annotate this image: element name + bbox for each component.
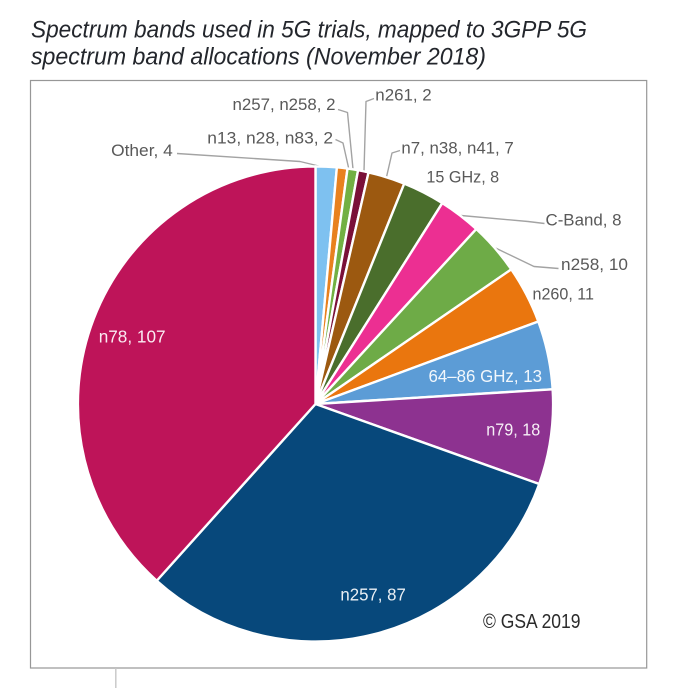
svg-text:Other, 4: Other, 4 <box>111 141 173 160</box>
svg-text:© GSA 2019: © GSA 2019 <box>483 610 581 633</box>
svg-text:n13, n28, n83, 2: n13, n28, n83, 2 <box>207 129 333 148</box>
svg-text:Spectrum bands used in 5G tria: Spectrum bands used in 5G trials, mapped… <box>31 16 587 43</box>
svg-text:n79, 18: n79, 18 <box>486 419 540 439</box>
svg-text:n257, n258, 2: n257, n258, 2 <box>233 95 336 114</box>
svg-text:n78, 107: n78, 107 <box>99 326 166 346</box>
svg-text:15 GHz, 8: 15 GHz, 8 <box>426 168 499 187</box>
svg-text:n7, n38, n41, 7: n7, n38, n41, 7 <box>401 139 513 158</box>
svg-text:n258, 10: n258, 10 <box>561 255 628 274</box>
svg-text:n257, 87: n257, 87 <box>340 585 405 605</box>
svg-text:n260, 11: n260, 11 <box>533 285 595 304</box>
svg-text:64–86 GHz, 13: 64–86 GHz, 13 <box>429 366 543 386</box>
svg-text:spectrum band allocations (Nov: spectrum band allocations (November 2018… <box>31 43 486 70</box>
svg-text:C-Band, 8: C-Band, 8 <box>546 210 622 229</box>
svg-text:n261, 2: n261, 2 <box>375 85 431 104</box>
